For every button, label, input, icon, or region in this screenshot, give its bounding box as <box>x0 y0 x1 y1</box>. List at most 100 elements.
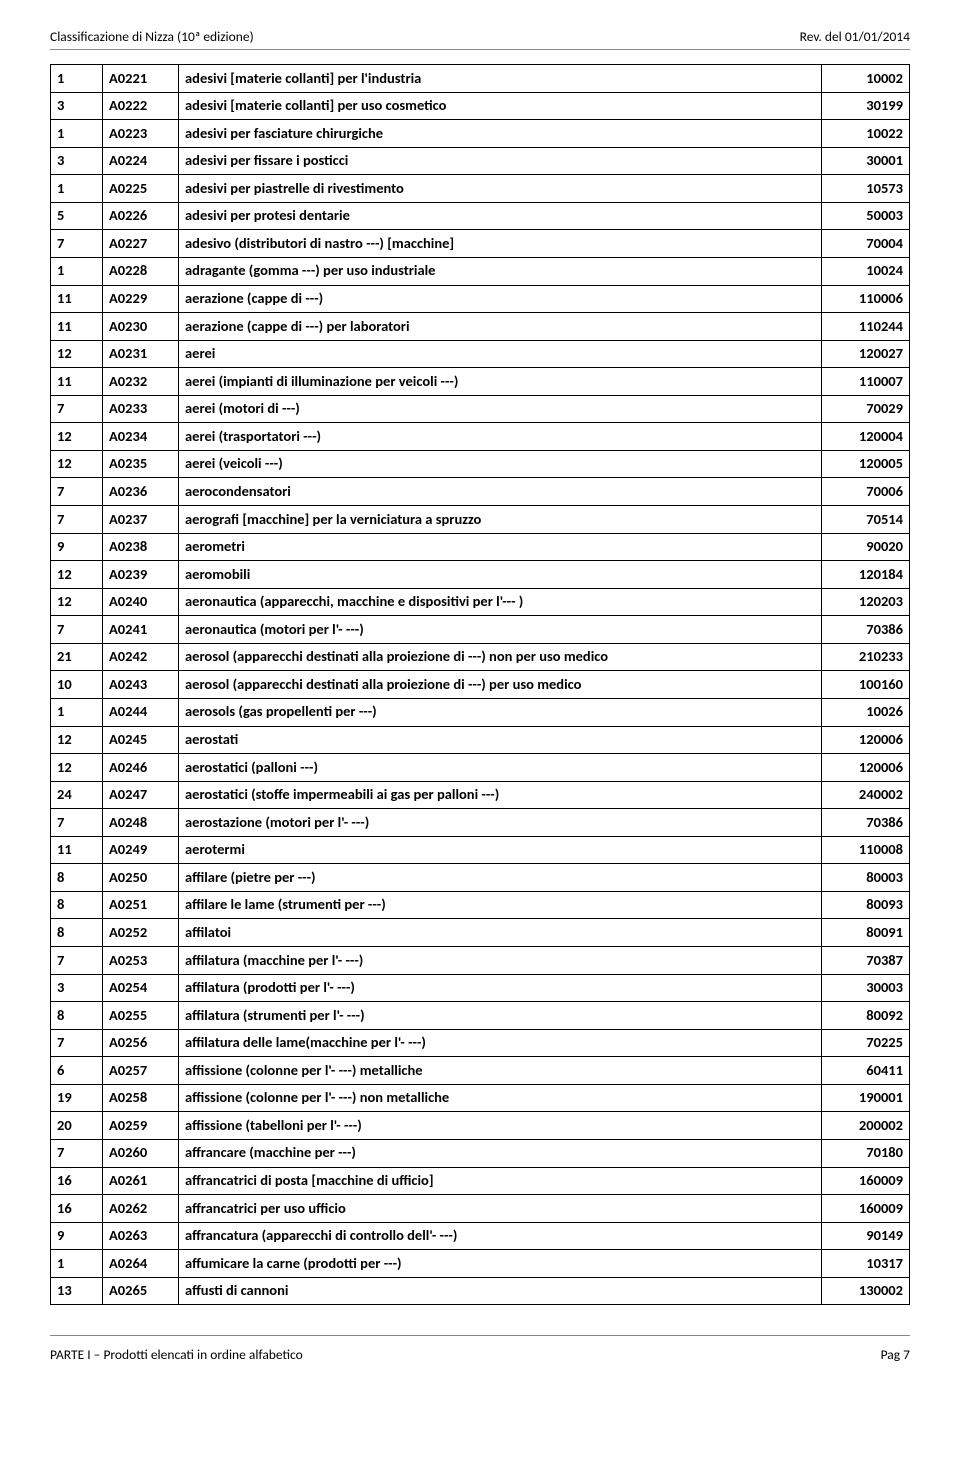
class-number-cell: 3 <box>51 147 103 175</box>
description-cell: adesivi [materie collanti] per l'industr… <box>179 65 822 93</box>
reference-code-cell: A0261 <box>103 1167 179 1195</box>
class-number-cell: 12 <box>51 561 103 589</box>
reference-code-cell: A0235 <box>103 450 179 478</box>
reference-code-cell: A0234 <box>103 423 179 451</box>
description-cell: affilatura (strumenti per l'- ---) <box>179 1002 822 1030</box>
class-number-cell: 19 <box>51 1084 103 1112</box>
class-number-cell: 12 <box>51 340 103 368</box>
class-number-cell: 8 <box>51 891 103 919</box>
reference-code-cell: A0236 <box>103 478 179 506</box>
reference-code-cell: A0258 <box>103 1084 179 1112</box>
description-cell: affilare (pietre per ---) <box>179 864 822 892</box>
table-row: 12A0246aerostatici (palloni ---)120006 <box>51 754 910 782</box>
table-row: 5A0226adesivi per protesi dentarie50003 <box>51 202 910 230</box>
table-row: 6A0257affissione (colonne per l'- ---) m… <box>51 1057 910 1085</box>
reference-code-cell: A0264 <box>103 1250 179 1278</box>
table-row: 12A0234aerei (trasportatori ---)120004 <box>51 423 910 451</box>
numeric-code-cell: 210233 <box>822 643 910 671</box>
numeric-code-cell: 120027 <box>822 340 910 368</box>
reference-code-cell: A0232 <box>103 368 179 396</box>
table-row: 11A0229aerazione (cappe di ---)110006 <box>51 285 910 313</box>
reference-code-cell: A0238 <box>103 533 179 561</box>
class-number-cell: 10 <box>51 671 103 699</box>
table-row: 11A0230aerazione (cappe di ---) per labo… <box>51 313 910 341</box>
reference-code-cell: A0223 <box>103 120 179 148</box>
numeric-code-cell: 110006 <box>822 285 910 313</box>
class-number-cell: 20 <box>51 1112 103 1140</box>
class-number-cell: 24 <box>51 781 103 809</box>
numeric-code-cell: 110244 <box>822 313 910 341</box>
description-cell: aerostatici (palloni ---) <box>179 754 822 782</box>
class-number-cell: 1 <box>51 175 103 203</box>
reference-code-cell: A0225 <box>103 175 179 203</box>
reference-code-cell: A0260 <box>103 1139 179 1167</box>
numeric-code-cell: 80093 <box>822 891 910 919</box>
reference-code-cell: A0262 <box>103 1195 179 1223</box>
numeric-code-cell: 70386 <box>822 616 910 644</box>
description-cell: aerotermi <box>179 836 822 864</box>
table-row: 20A0259affissione (tabelloni per l'- ---… <box>51 1112 910 1140</box>
description-cell: aerocondensatori <box>179 478 822 506</box>
description-cell: adesivi [materie collanti] per uso cosme… <box>179 92 822 120</box>
description-cell: affrancatrici di posta [macchine di uffi… <box>179 1167 822 1195</box>
reference-code-cell: A0221 <box>103 65 179 93</box>
reference-code-cell: A0231 <box>103 340 179 368</box>
footer-divider <box>50 1335 910 1336</box>
numeric-code-cell: 110007 <box>822 368 910 396</box>
description-cell: affilatura (prodotti per l'- ---) <box>179 974 822 1002</box>
reference-code-cell: A0253 <box>103 947 179 975</box>
reference-code-cell: A0248 <box>103 809 179 837</box>
class-number-cell: 8 <box>51 864 103 892</box>
reference-code-cell: A0226 <box>103 202 179 230</box>
numeric-code-cell: 160009 <box>822 1167 910 1195</box>
class-number-cell: 11 <box>51 836 103 864</box>
numeric-code-cell: 10573 <box>822 175 910 203</box>
numeric-code-cell: 60411 <box>822 1057 910 1085</box>
class-number-cell: 1 <box>51 65 103 93</box>
reference-code-cell: A0240 <box>103 588 179 616</box>
description-cell: affusti di cannoni <box>179 1277 822 1305</box>
reference-code-cell: A0242 <box>103 643 179 671</box>
numeric-code-cell: 90149 <box>822 1222 910 1250</box>
table-row: 8A0252affilatoi80091 <box>51 919 910 947</box>
table-row: 9A0263affrancatura (apparecchi di contro… <box>51 1222 910 1250</box>
reference-code-cell: A0259 <box>103 1112 179 1140</box>
description-cell: aerazione (cappe di ---) per laboratori <box>179 313 822 341</box>
numeric-code-cell: 70514 <box>822 506 910 534</box>
numeric-code-cell: 70386 <box>822 809 910 837</box>
reference-code-cell: A0252 <box>103 919 179 947</box>
description-cell: adesivo (distributori di nastro ---) [ma… <box>179 230 822 258</box>
class-number-cell: 16 <box>51 1195 103 1223</box>
reference-code-cell: A0255 <box>103 1002 179 1030</box>
numeric-code-cell: 10024 <box>822 257 910 285</box>
table-row: 9A0238aerometri90020 <box>51 533 910 561</box>
class-number-cell: 7 <box>51 1029 103 1057</box>
description-cell: affilatoi <box>179 919 822 947</box>
class-number-cell: 6 <box>51 1057 103 1085</box>
description-cell: affrancare (macchine per ---) <box>179 1139 822 1167</box>
table-row: 8A0250affilare (pietre per ---)80003 <box>51 864 910 892</box>
reference-code-cell: A0228 <box>103 257 179 285</box>
numeric-code-cell: 240002 <box>822 781 910 809</box>
table-row: 7A0241aeronautica (motori per l'- ---)70… <box>51 616 910 644</box>
class-number-cell: 7 <box>51 809 103 837</box>
numeric-code-cell: 130002 <box>822 1277 910 1305</box>
reference-code-cell: A0222 <box>103 92 179 120</box>
table-row: 16A0262affrancatrici per uso ufficio1600… <box>51 1195 910 1223</box>
description-cell: adesivi per fissare i posticci <box>179 147 822 175</box>
table-row: 11A0232aerei (impianti di illuminazione … <box>51 368 910 396</box>
header-right: Rev. del 01/01/2014 <box>800 28 910 45</box>
numeric-code-cell: 10002 <box>822 65 910 93</box>
table-row: 3A0224adesivi per fissare i posticci3000… <box>51 147 910 175</box>
class-number-cell: 21 <box>51 643 103 671</box>
reference-code-cell: A0251 <box>103 891 179 919</box>
description-cell: aerosols (gas propellenti per ---) <box>179 698 822 726</box>
header-divider <box>50 49 910 50</box>
description-cell: aeromobili <box>179 561 822 589</box>
description-cell: affissione (colonne per l'- ---) non met… <box>179 1084 822 1112</box>
description-cell: aerostati <box>179 726 822 754</box>
class-number-cell: 12 <box>51 423 103 451</box>
class-number-cell: 7 <box>51 506 103 534</box>
class-number-cell: 1 <box>51 257 103 285</box>
footer-left: PARTE I – Prodotti elencati in ordine al… <box>50 1346 303 1363</box>
